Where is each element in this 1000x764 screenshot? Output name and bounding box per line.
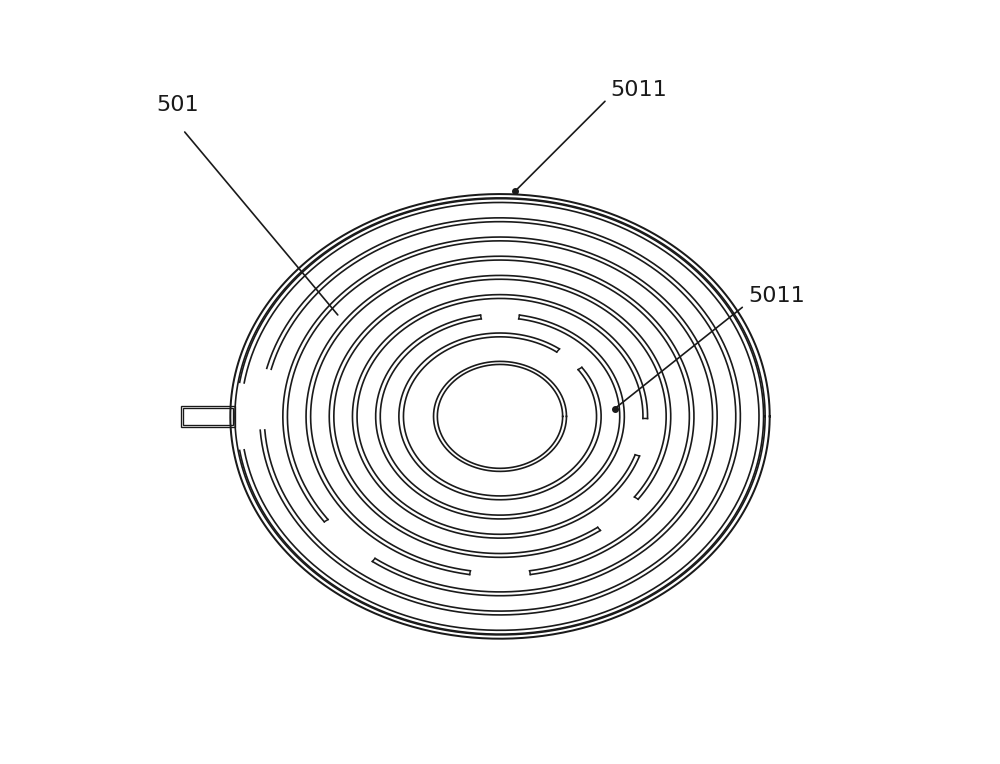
Bar xyxy=(183,408,233,425)
Text: 5011: 5011 xyxy=(611,79,668,99)
Bar xyxy=(181,406,235,427)
Text: 501: 501 xyxy=(156,95,199,115)
Text: 5011: 5011 xyxy=(748,286,805,306)
